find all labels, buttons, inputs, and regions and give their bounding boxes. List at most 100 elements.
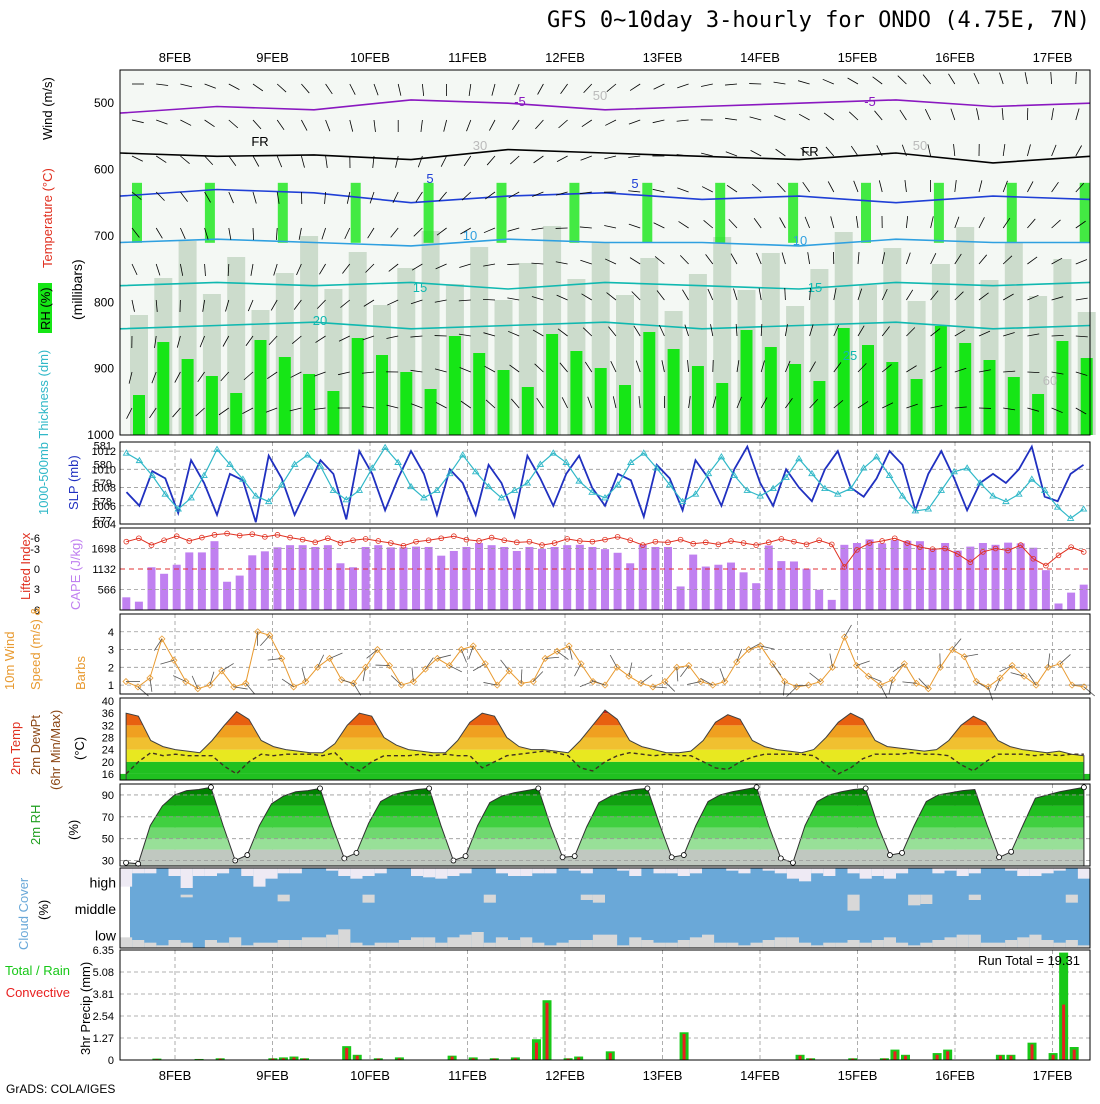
cloud-low-cell xyxy=(338,929,350,948)
rh-marker xyxy=(790,860,795,865)
rh-shade-high xyxy=(400,372,412,435)
cape-tick: 1698 xyxy=(92,544,116,556)
cloud-low-cell xyxy=(1005,940,1017,948)
precip-convective-bar xyxy=(451,1057,454,1060)
rh-shade-high xyxy=(449,336,461,435)
cloud-high-cell xyxy=(435,868,447,879)
chart-title: GFS 0~10day 3-hourly for ONDO (4.75E, 7N… xyxy=(470,8,1090,33)
cape-bar xyxy=(236,576,244,610)
temp-label-4: (°C) xyxy=(72,737,87,760)
cloud-low-cell xyxy=(932,940,944,948)
precip-convective-bar xyxy=(356,1056,359,1060)
run-total-text: Run Total = 19.31 xyxy=(978,953,1080,968)
rh-shade-high xyxy=(279,357,291,435)
cloud-low-cell xyxy=(508,940,520,948)
cloud-low-cell xyxy=(896,943,908,948)
temp-label-3: (6hr Min/Max) xyxy=(48,710,63,790)
cape-bar xyxy=(752,583,760,610)
cloud-low-cell xyxy=(981,943,993,948)
cloud-middle-cell xyxy=(484,895,496,903)
cape-bar xyxy=(929,549,937,610)
cape-bar xyxy=(412,547,420,610)
cape-bar xyxy=(1042,570,1050,610)
cape-bar xyxy=(1029,548,1037,610)
cloud-low-cell xyxy=(763,940,775,948)
cloud-low-cell xyxy=(799,943,811,948)
precip-tick: 3.81 xyxy=(93,989,114,1001)
rh-shade-mid xyxy=(1080,183,1090,243)
cloud-high-cell xyxy=(666,868,678,873)
cloud-low-cell xyxy=(120,937,132,948)
cape-bar xyxy=(198,552,206,610)
contour-label: 60 xyxy=(1043,373,1057,388)
date-label-bottom: 11FEB xyxy=(448,1068,487,1083)
rh-marker xyxy=(560,855,565,860)
rh-shade-high xyxy=(206,376,218,435)
precip-convective-bar xyxy=(1073,1050,1076,1060)
cloud-high-cell xyxy=(654,868,666,873)
rh-shade-high xyxy=(692,366,704,435)
rh-shade-high xyxy=(619,385,631,435)
precip-convective-bar xyxy=(1052,1055,1055,1060)
rh-shade-high xyxy=(473,353,485,435)
cloud-low-cell xyxy=(872,940,884,948)
cloud-high-cell xyxy=(144,868,156,873)
rh-marker xyxy=(997,855,1002,860)
precip-convective-bar xyxy=(683,1034,686,1060)
cloud-low-cell xyxy=(775,937,787,948)
cape-bar xyxy=(374,545,382,610)
rh-shade-high xyxy=(668,349,680,435)
rh2m-label: 2m RH xyxy=(28,805,43,845)
cape-bar xyxy=(223,582,231,610)
precip-convective-bar xyxy=(799,1056,802,1060)
contour-label: 5 xyxy=(426,171,433,186)
cloud-low-cell xyxy=(581,940,593,948)
cloud-low-cell xyxy=(290,940,302,948)
rh-shade-high xyxy=(376,355,388,435)
rh-band xyxy=(120,828,1090,839)
cloud-high-cell xyxy=(132,868,144,873)
cloud-low-cell xyxy=(520,937,532,948)
wind-barb-10m xyxy=(574,664,581,676)
wind-barb-10m xyxy=(720,668,725,681)
cloud-high-cell xyxy=(1078,868,1090,879)
cloud-low-cell xyxy=(993,943,1005,948)
cloud-low-cell xyxy=(629,937,641,948)
cloud-low-cell xyxy=(144,943,156,948)
cloud-low-cell xyxy=(302,937,314,948)
rh-shade-high xyxy=(570,351,582,435)
contour-label: FR xyxy=(251,134,268,149)
cape-bar xyxy=(261,551,269,610)
cloud-high-cell xyxy=(169,868,181,876)
cloud-low-cell xyxy=(787,937,799,948)
cloud-high-cell xyxy=(1029,868,1041,876)
rh-shade-high xyxy=(959,343,971,435)
temperature-label: Temperature (°C) xyxy=(40,168,55,268)
wind-label-line2: Speed (m/s) & xyxy=(28,607,43,690)
pressure-tick: 900 xyxy=(94,362,114,376)
cape-bar xyxy=(689,555,697,610)
contour-label: 25 xyxy=(843,348,857,363)
cape-bar xyxy=(601,549,609,610)
rh-shade-high xyxy=(230,393,242,435)
cape-tick: 566 xyxy=(98,585,116,597)
temp-tick: 24 xyxy=(102,745,114,757)
cloud-low-cell xyxy=(375,943,387,948)
cape-label: CAPE (J/kg) xyxy=(68,538,83,610)
precip-convective-bar xyxy=(345,1048,348,1060)
temp-band xyxy=(120,701,1090,713)
wind-barb-10m xyxy=(1084,687,1095,696)
wind-tick: 4 xyxy=(108,627,114,639)
rh-tick: 50 xyxy=(102,834,114,846)
rh-shade-high xyxy=(862,345,874,435)
cloud-low-cell xyxy=(920,943,932,948)
temp-band xyxy=(120,725,1090,737)
rh-shade-mid xyxy=(424,183,434,243)
cloud-low-cell xyxy=(447,937,459,948)
cloud-label: Cloud Cover xyxy=(16,877,31,950)
wind-tick: 3 xyxy=(108,645,114,657)
cape-bar xyxy=(1017,543,1025,610)
cloud-low-cell xyxy=(435,943,447,948)
cape-bar xyxy=(576,545,584,610)
wind-barb-10m xyxy=(889,680,892,694)
